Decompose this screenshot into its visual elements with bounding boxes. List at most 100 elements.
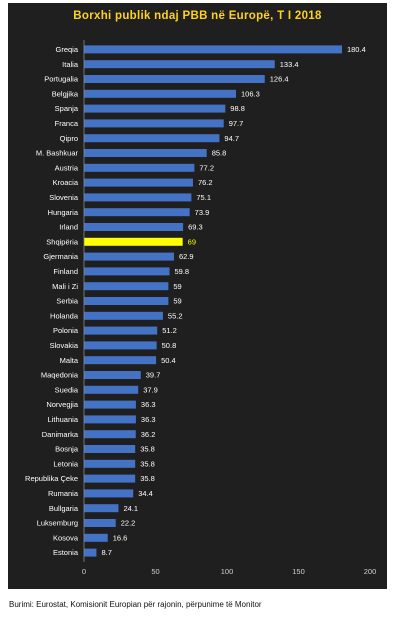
bar-mali-i-zi <box>84 282 169 291</box>
value-label-finland: 59.8 <box>175 267 190 276</box>
value-label-hungaria: 73.9 <box>195 208 210 217</box>
bar-greqia <box>84 45 342 54</box>
value-label-austria: 77.2 <box>199 163 214 172</box>
category-label-norvegjia: Norvegjia <box>46 400 79 409</box>
value-label-kroacia: 76.2 <box>198 178 213 187</box>
category-label-greqia: Greqia <box>55 45 78 54</box>
bar-italia <box>84 60 275 69</box>
category-label-estonia: Estonia <box>53 548 79 557</box>
category-label-holanda: Holanda <box>50 311 79 320</box>
bar-franca <box>84 119 224 128</box>
value-label-greqia: 180.4 <box>347 45 366 54</box>
value-label-mali-i-zi: 59 <box>173 282 181 291</box>
bar-polonia <box>84 326 158 335</box>
bar-chart: Greqia 180.4 Italia 133.4 Portugalia 126.4 Bel… <box>25 40 377 576</box>
bar-gjermania <box>84 252 174 261</box>
category-label-danimarka: Danimarka <box>42 430 79 439</box>
value-label-danimarka: 36.2 <box>141 430 156 439</box>
value-label-bosnja: 35.8 <box>140 445 155 454</box>
value-label-holanda: 55.2 <box>168 311 183 320</box>
category-label-italia: Italia <box>62 60 79 69</box>
category-label-mali-i-zi: Mali i Zi <box>52 282 78 291</box>
x-tick-label-0: 0 <box>82 567 86 576</box>
bar-qipro <box>84 134 220 143</box>
bar-norvegjia <box>84 400 136 409</box>
category-label-austria: Austria <box>55 163 79 172</box>
category-label-hungaria: Hungaria <box>48 208 79 217</box>
value-label-rumania: 34.4 <box>138 489 153 498</box>
value-label-norvegjia: 36.3 <box>141 400 156 409</box>
category-label-rumania: Rumania <box>48 489 79 498</box>
value-label-kosova: 16.6 <box>113 533 128 542</box>
x-tick-label-150: 150 <box>292 567 305 576</box>
value-label-irland: 69.3 <box>188 223 203 232</box>
source-note: Burimi: Eurostat, Komisionit Europian pë… <box>9 600 262 609</box>
bar-spanja <box>84 104 226 113</box>
category-label-qipro: Qipro <box>60 134 78 143</box>
bar-finland <box>84 267 170 276</box>
value-label-italia: 133.4 <box>280 60 299 69</box>
category-label-slovakia: Slovakia <box>50 341 79 350</box>
bar-slovakia <box>84 341 157 350</box>
bar-irland <box>84 223 184 231</box>
x-tick-label-50: 50 <box>151 567 159 576</box>
value-label-slovakia: 50.8 <box>162 341 177 350</box>
category-label-belgjika: Belgjika <box>52 89 79 98</box>
bar-slovenia <box>84 193 192 202</box>
category-label-finland: Finland <box>53 267 78 276</box>
bar-lithuania <box>84 415 136 424</box>
bar-holanda <box>84 311 163 320</box>
bar-shqiperia <box>84 237 183 246</box>
value-label-malta: 50.4 <box>161 356 176 365</box>
bar-malta <box>84 356 157 365</box>
category-label-lithuania: Lithuania <box>48 415 79 424</box>
value-label-gjermania: 62.9 <box>179 252 194 261</box>
value-label-serbia: 59 <box>173 297 181 306</box>
category-label-serbia: Serbia <box>56 297 79 306</box>
value-label-belgjika: 106.3 <box>241 89 260 98</box>
bar-m-bashkuar <box>84 149 207 157</box>
category-label-slovenia: Slovenia <box>49 193 79 202</box>
bar-danimarka <box>84 430 136 439</box>
value-label-franca: 97.7 <box>229 119 244 128</box>
category-label-franca: Franca <box>55 119 79 128</box>
x-tick-label-200: 200 <box>364 567 377 576</box>
category-label-kosova: Kosova <box>53 533 79 542</box>
chart-title: Borxhi publik ndaj PBB në Europë, T I 20… <box>73 10 322 22</box>
bar-kosova <box>84 533 108 542</box>
bar-kroacia <box>84 178 193 187</box>
value-label-bullgaria: 24.1 <box>123 504 138 513</box>
value-label-estonia: 8.7 <box>101 548 111 557</box>
category-label-maqedonia: Maqedonia <box>41 371 79 380</box>
category-label-shqiperia: Shqipëria <box>46 237 79 246</box>
bar-estonia <box>84 548 97 557</box>
category-label-portugalia: Portugalia <box>44 75 79 84</box>
category-label-letonia: Letonia <box>53 459 78 468</box>
value-label-polonia: 51.2 <box>162 326 177 335</box>
category-label-polonia: Polonia <box>53 326 79 335</box>
value-label-slovenia: 75.1 <box>196 193 211 202</box>
value-label-portugalia: 126.4 <box>270 75 289 84</box>
bar-suedia <box>84 385 139 394</box>
category-label-malta: Malta <box>60 356 79 365</box>
value-label-republika-ceke: 35.8 <box>140 474 155 483</box>
value-label-shqiperia: 69 <box>188 237 196 246</box>
category-label-bullgaria: Bullgaria <box>49 504 79 513</box>
bar-luksemburg <box>84 519 116 527</box>
category-label-luksemburg: Luksemburg <box>37 519 78 528</box>
value-label-qipro: 94.7 <box>224 134 239 143</box>
value-label-m-bashkuar: 85.8 <box>212 149 227 158</box>
bar-austria <box>84 163 195 172</box>
chart-panel <box>8 3 387 589</box>
bar-bosnja <box>84 445 136 453</box>
bar-maqedonia <box>84 371 141 379</box>
category-label-bosnja: Bosnja <box>55 445 79 454</box>
value-label-spanja: 98.8 <box>230 104 245 113</box>
value-label-letonia: 35.8 <box>140 459 155 468</box>
value-label-maqedonia: 39.7 <box>146 371 161 380</box>
category-label-spanja: Spanja <box>55 104 79 113</box>
bar-serbia <box>84 297 169 305</box>
category-label-kroacia: Kroacia <box>53 178 79 187</box>
bar-bullgaria <box>84 504 119 513</box>
bar-portugalia <box>84 75 265 83</box>
